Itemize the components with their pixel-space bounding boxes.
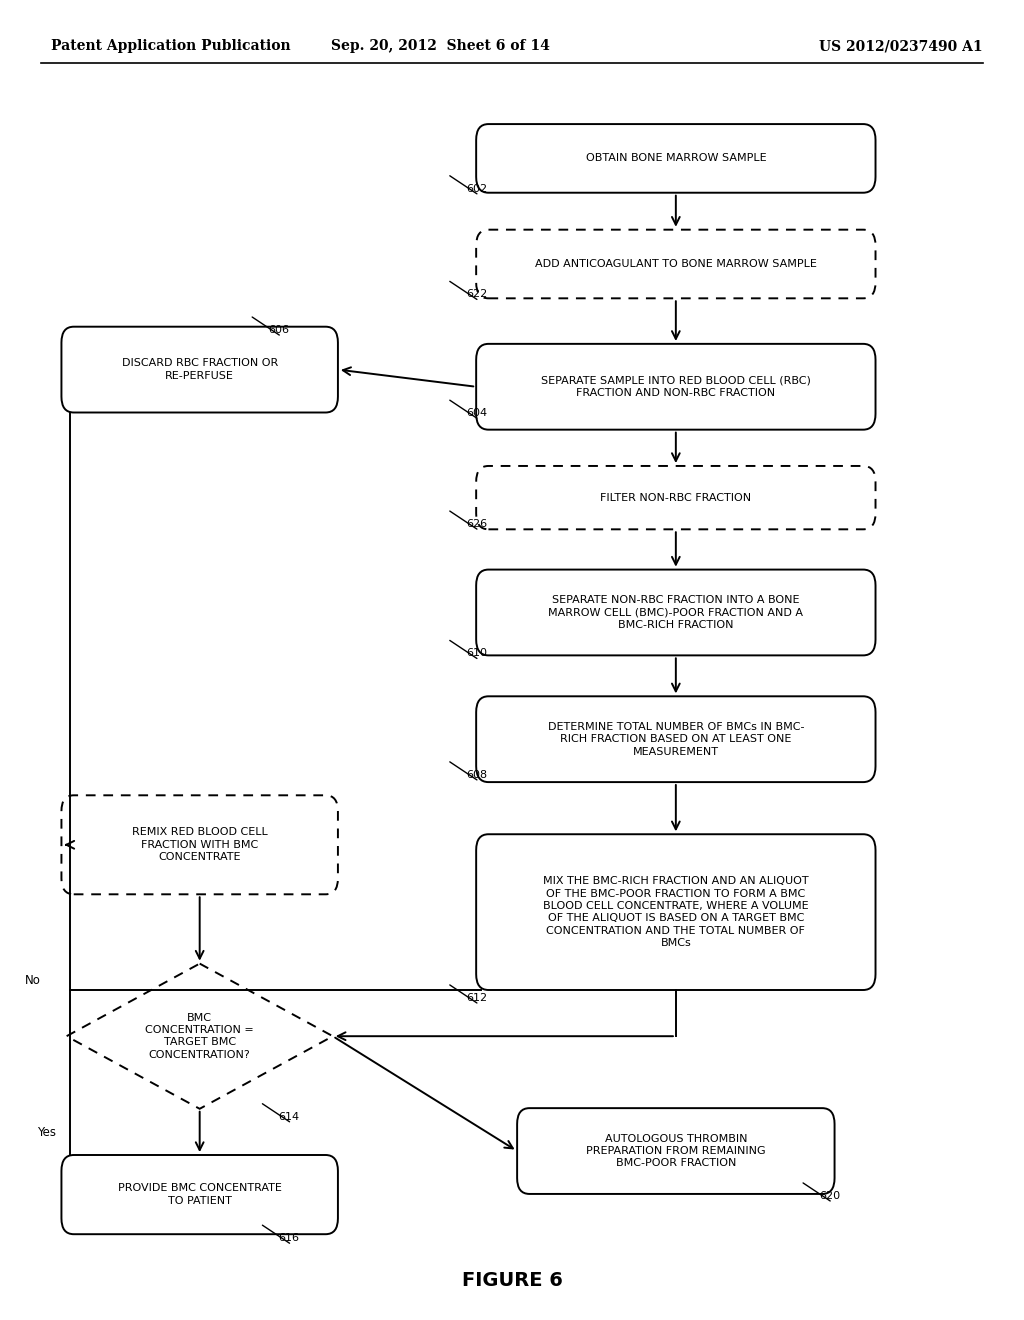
Text: SEPARATE SAMPLE INTO RED BLOOD CELL (RBC)
FRACTION AND NON-RBC FRACTION: SEPARATE SAMPLE INTO RED BLOOD CELL (RBC… bbox=[541, 376, 811, 397]
Text: DISCARD RBC FRACTION OR
RE-PERFUSE: DISCARD RBC FRACTION OR RE-PERFUSE bbox=[122, 359, 278, 380]
FancyBboxPatch shape bbox=[476, 466, 876, 529]
FancyBboxPatch shape bbox=[61, 1155, 338, 1234]
Text: 616: 616 bbox=[279, 1233, 300, 1243]
Text: 604: 604 bbox=[466, 408, 487, 418]
FancyBboxPatch shape bbox=[517, 1109, 835, 1193]
Text: Sep. 20, 2012  Sheet 6 of 14: Sep. 20, 2012 Sheet 6 of 14 bbox=[331, 40, 550, 53]
Text: US 2012/0237490 A1: US 2012/0237490 A1 bbox=[819, 40, 983, 53]
Text: ADD ANTICOAGULANT TO BONE MARROW SAMPLE: ADD ANTICOAGULANT TO BONE MARROW SAMPLE bbox=[535, 259, 817, 269]
Text: 626: 626 bbox=[466, 519, 487, 529]
FancyBboxPatch shape bbox=[61, 795, 338, 895]
Text: MIX THE BMC-RICH FRACTION AND AN ALIQUOT
OF THE BMC-POOR FRACTION TO FORM A BMC
: MIX THE BMC-RICH FRACTION AND AN ALIQUOT… bbox=[543, 876, 809, 948]
FancyBboxPatch shape bbox=[476, 834, 876, 990]
Text: 622: 622 bbox=[466, 289, 487, 300]
Text: PROVIDE BMC CONCENTRATE
TO PATIENT: PROVIDE BMC CONCENTRATE TO PATIENT bbox=[118, 1184, 282, 1205]
Text: AUTOLOGOUS THROMBIN
PREPARATION FROM REMAINING
BMC-POOR FRACTION: AUTOLOGOUS THROMBIN PREPARATION FROM REM… bbox=[586, 1134, 766, 1168]
Polygon shape bbox=[67, 964, 333, 1109]
Text: 612: 612 bbox=[466, 993, 487, 1003]
Text: REMIX RED BLOOD CELL
FRACTION WITH BMC
CONCENTRATE: REMIX RED BLOOD CELL FRACTION WITH BMC C… bbox=[132, 828, 267, 862]
Text: BMC
CONCENTRATION =
TARGET BMC
CONCENTRATION?: BMC CONCENTRATION = TARGET BMC CONCENTRA… bbox=[145, 1012, 254, 1060]
Text: 620: 620 bbox=[819, 1191, 841, 1201]
Text: Yes: Yes bbox=[37, 1126, 56, 1139]
Text: Patent Application Publication: Patent Application Publication bbox=[51, 40, 291, 53]
Text: No: No bbox=[25, 974, 41, 986]
FancyBboxPatch shape bbox=[476, 230, 876, 298]
Text: 614: 614 bbox=[279, 1111, 300, 1122]
Text: FIGURE 6: FIGURE 6 bbox=[462, 1271, 562, 1290]
FancyBboxPatch shape bbox=[476, 570, 876, 655]
Text: 608: 608 bbox=[466, 770, 487, 780]
FancyBboxPatch shape bbox=[476, 697, 876, 781]
Text: DETERMINE TOTAL NUMBER OF BMCs IN BMC-
RICH FRACTION BASED ON AT LEAST ONE
MEASU: DETERMINE TOTAL NUMBER OF BMCs IN BMC- R… bbox=[548, 722, 804, 756]
Text: 602: 602 bbox=[466, 183, 487, 194]
Text: SEPARATE NON-RBC FRACTION INTO A BONE
MARROW CELL (BMC)-POOR FRACTION AND A
BMC-: SEPARATE NON-RBC FRACTION INTO A BONE MA… bbox=[548, 595, 804, 630]
Text: OBTAIN BONE MARROW SAMPLE: OBTAIN BONE MARROW SAMPLE bbox=[586, 153, 766, 164]
FancyBboxPatch shape bbox=[61, 327, 338, 412]
FancyBboxPatch shape bbox=[476, 124, 876, 193]
Text: FILTER NON-RBC FRACTION: FILTER NON-RBC FRACTION bbox=[600, 492, 752, 503]
Text: 606: 606 bbox=[268, 325, 290, 335]
FancyBboxPatch shape bbox=[476, 343, 876, 430]
Text: 610: 610 bbox=[466, 648, 487, 659]
